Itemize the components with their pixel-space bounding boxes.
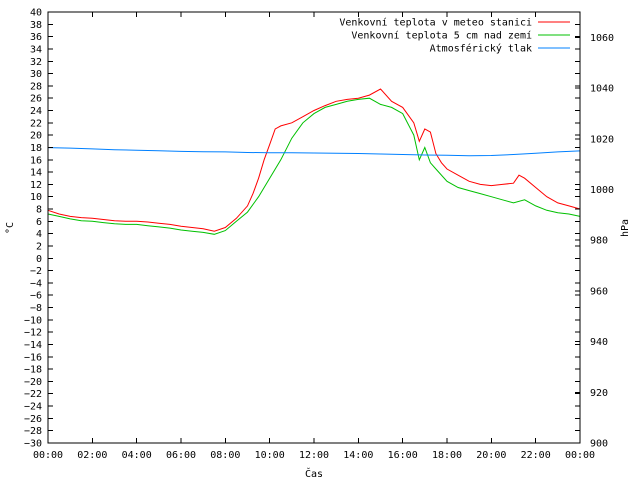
plot-frame (47, 11, 581, 444)
x-tick-label: 00:00 (565, 450, 595, 461)
x-tick-label: 22:00 (521, 450, 551, 461)
x-tick-label: 08:00 (210, 450, 240, 461)
y-tick-label: 16 (30, 155, 42, 166)
y-tick-label: 18 (30, 143, 42, 154)
series-line-1 (47, 88, 581, 232)
y2-tick-label: 900 (590, 439, 608, 450)
y-tick-label: 10 (30, 192, 42, 203)
x-tick-label: 06:00 (166, 450, 196, 461)
y-tick-label: −2 (30, 266, 42, 277)
y-tick-label: −14 (24, 340, 42, 351)
y-tick-label: 34 (30, 44, 42, 55)
legend-label-3: Atmosférický tlak (430, 43, 532, 55)
series-line-3 (47, 147, 581, 157)
y2-axis-label: hPa (620, 219, 631, 237)
y-tick-label: 40 (30, 8, 42, 19)
y-tick-label: −26 (24, 414, 42, 425)
y-tick-label: −12 (24, 328, 42, 339)
y-tick-label: 4 (36, 229, 42, 240)
y2-tick-label: 940 (590, 337, 608, 348)
x-axis-label: Čas (305, 467, 323, 480)
y-tick-label: 20 (30, 131, 42, 142)
y-tick-label: 32 (30, 57, 42, 68)
y-tick-label: −22 (24, 389, 42, 400)
y-tick-label: 36 (30, 32, 42, 43)
y-axis-label: °C (5, 222, 16, 234)
y2-tick-label: 1040 (590, 84, 614, 95)
x-tick-label: 12:00 (299, 450, 329, 461)
y-tick-label: −28 (24, 426, 42, 437)
x-tick-label: 20:00 (476, 450, 506, 461)
y-tick-label: 12 (30, 180, 42, 191)
y-tick-label: 6 (36, 217, 42, 228)
y2-tick-label: 1000 (590, 185, 614, 196)
y-tick-label: 28 (30, 81, 42, 92)
y-tick-label: 22 (30, 118, 42, 129)
y-tick-label: −10 (24, 315, 42, 326)
y-tick-label: −20 (24, 377, 42, 388)
x-tick-label: 14:00 (343, 450, 373, 461)
y-tick-label: 0 (36, 254, 42, 265)
legend-label-1: Venkovní teplota v meteo stanici (339, 17, 532, 29)
y-tick-label: −24 (24, 402, 42, 413)
y-tick-label: −16 (24, 352, 42, 363)
y-tick-label: −8 (30, 303, 42, 314)
y-tick-label: 24 (30, 106, 42, 117)
y-tick-label: −6 (30, 291, 42, 302)
x-tick-label: 02:00 (77, 450, 107, 461)
y2-tick-label: 960 (590, 286, 608, 297)
x-tick-label: 16:00 (388, 450, 418, 461)
x-tick-label: 04:00 (122, 450, 152, 461)
y-tick-label: 14 (30, 168, 42, 179)
y-tick-label: −30 (24, 439, 42, 450)
series-line-2 (47, 97, 581, 235)
y-tick-label: 38 (30, 20, 42, 31)
y-tick-label: −4 (30, 278, 42, 289)
x-tick-label: 18:00 (432, 450, 462, 461)
y2-tick-label: 1020 (590, 134, 614, 145)
y2-tick-label: 920 (590, 388, 608, 399)
y-tick-label: 26 (30, 94, 42, 105)
y-tick-label: −18 (24, 365, 42, 376)
y-tick-label: 2 (36, 241, 42, 252)
y-tick-label: 30 (30, 69, 42, 80)
y-tick-label: 8 (36, 205, 42, 216)
y2-tick-label: 1060 (590, 33, 614, 44)
y2-tick-label: 980 (590, 236, 608, 247)
x-tick-label: 10:00 (255, 450, 285, 461)
x-tick-label: 00:00 (33, 450, 63, 461)
legend-label-2: Venkovní teplota 5 cm nad zemí (351, 30, 532, 42)
